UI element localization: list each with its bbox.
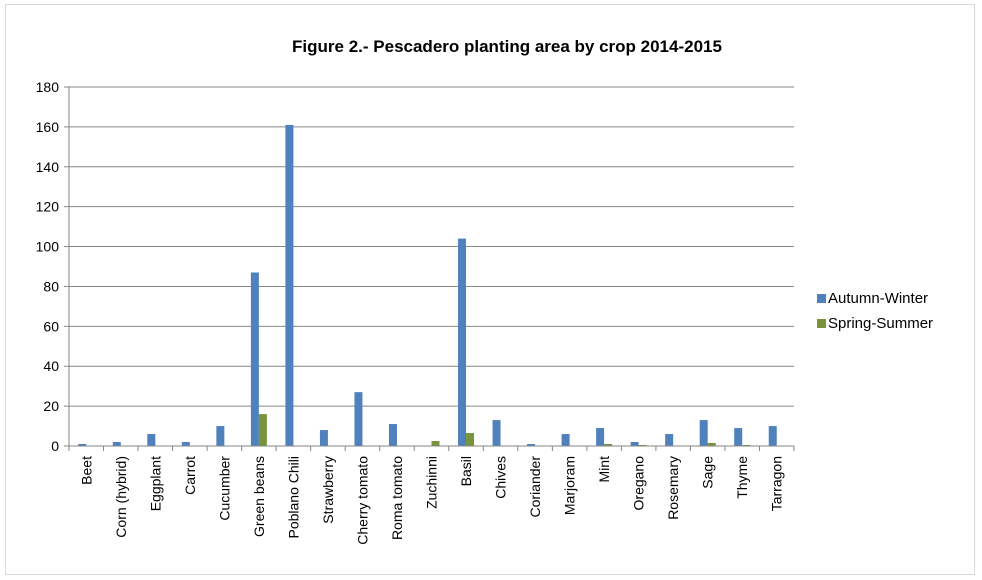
xtick-label: Eggplant [147, 456, 163, 511]
xtick-label: Chives [493, 456, 509, 499]
bar-autumn-winter-0 [78, 444, 87, 446]
bar-autumn-winter-3 [181, 442, 190, 446]
bar-autumn-winter-12 [492, 420, 501, 446]
xtick-label: Beet [78, 456, 94, 485]
bar-autumn-winter-1 [112, 442, 121, 446]
xtick-label: Poblano Chili [285, 456, 301, 539]
gridlines [69, 86, 794, 407]
ytick-label: 120 [36, 199, 60, 215]
bar-autumn-winter-13 [527, 444, 536, 446]
ytick-label: 80 [43, 278, 59, 294]
ytick-label: 20 [43, 398, 59, 414]
xtick-label: Cucumber [216, 456, 232, 521]
bar-autumn-winter-4 [216, 426, 225, 446]
xtick-label: Cherry tomato [354, 456, 370, 545]
ytick-label: 160 [36, 119, 60, 135]
bar-autumn-winter-2 [147, 434, 156, 446]
bar-autumn-winter-8 [354, 392, 363, 446]
ytick-label: 180 [36, 79, 60, 95]
ytick-label: 40 [43, 358, 59, 374]
bar-autumn-winter-15 [596, 428, 605, 446]
bar-autumn-winter-14 [561, 434, 570, 446]
xtick-label: Mint [596, 456, 612, 483]
bar-spring-summer-5 [258, 414, 267, 446]
bar-spring-summer-11 [466, 433, 475, 446]
bar-spring-summer-10 [431, 441, 440, 446]
ytick-label: 100 [36, 239, 60, 255]
xtick-label: Thyme [734, 456, 750, 499]
bar-autumn-winter-5 [250, 272, 259, 446]
chart-svg: Figure 2.- Pescadero planting area by cr… [36, 37, 933, 545]
xtick-label: Roma tomato [389, 456, 405, 540]
chart-title: Figure 2.- Pescadero planting area by cr… [292, 37, 722, 56]
legend-label: Autumn-Winter [828, 290, 928, 307]
xtick-label: Coriander [527, 456, 543, 518]
ytick-label: 140 [36, 159, 60, 175]
xtick-label: Sage [700, 456, 716, 489]
bar-spring-summer-18 [707, 443, 716, 446]
bar-autumn-winter-18 [699, 420, 708, 446]
xtick-label: Green beans [251, 456, 267, 537]
legend-swatch-autumn-winter [817, 294, 826, 303]
bar-autumn-winter-20 [768, 426, 777, 446]
bars [78, 124, 777, 447]
bar-autumn-winter-16 [630, 442, 639, 446]
y-axis-ticks: 0 20 40 60 80 100 120 140 160 180 [36, 79, 69, 454]
bar-autumn-winter-11 [458, 238, 467, 446]
xtick-label: Tarragon [769, 456, 785, 511]
xtick-label: Carrot [182, 456, 198, 495]
bar-autumn-winter-9 [388, 424, 397, 446]
bar-autumn-winter-17 [665, 434, 674, 446]
xtick-label: Rosemary [665, 456, 681, 520]
xtick-label: Oregano [631, 456, 647, 511]
legend-label: Spring-Summer [828, 315, 933, 332]
bar-spring-summer-15 [604, 444, 613, 446]
axes [68, 87, 794, 447]
legend: Autumn-Winter Spring-Summer [817, 290, 933, 332]
bar-autumn-winter-7 [319, 430, 328, 446]
ytick-label: 60 [43, 318, 59, 334]
bar-autumn-winter-19 [734, 428, 743, 446]
xtick-label: Corn (hybrid) [113, 456, 129, 538]
xtick-label: Basil [458, 456, 474, 486]
x-axis-ticks: Beet Corn (hybrid) Eggplant Carrot Cucumber G… [68, 446, 795, 545]
chart-frame: Figure 2.- Pescadero planting area by cr… [5, 4, 975, 575]
ytick-label: 0 [51, 438, 59, 454]
legend-swatch-spring-summer [817, 319, 826, 328]
xtick-label: Strawberry [320, 456, 336, 524]
xtick-label: Zuchinni [424, 456, 440, 509]
bar-autumn-winter-6 [285, 124, 294, 447]
xtick-label: Marjoram [562, 456, 578, 515]
